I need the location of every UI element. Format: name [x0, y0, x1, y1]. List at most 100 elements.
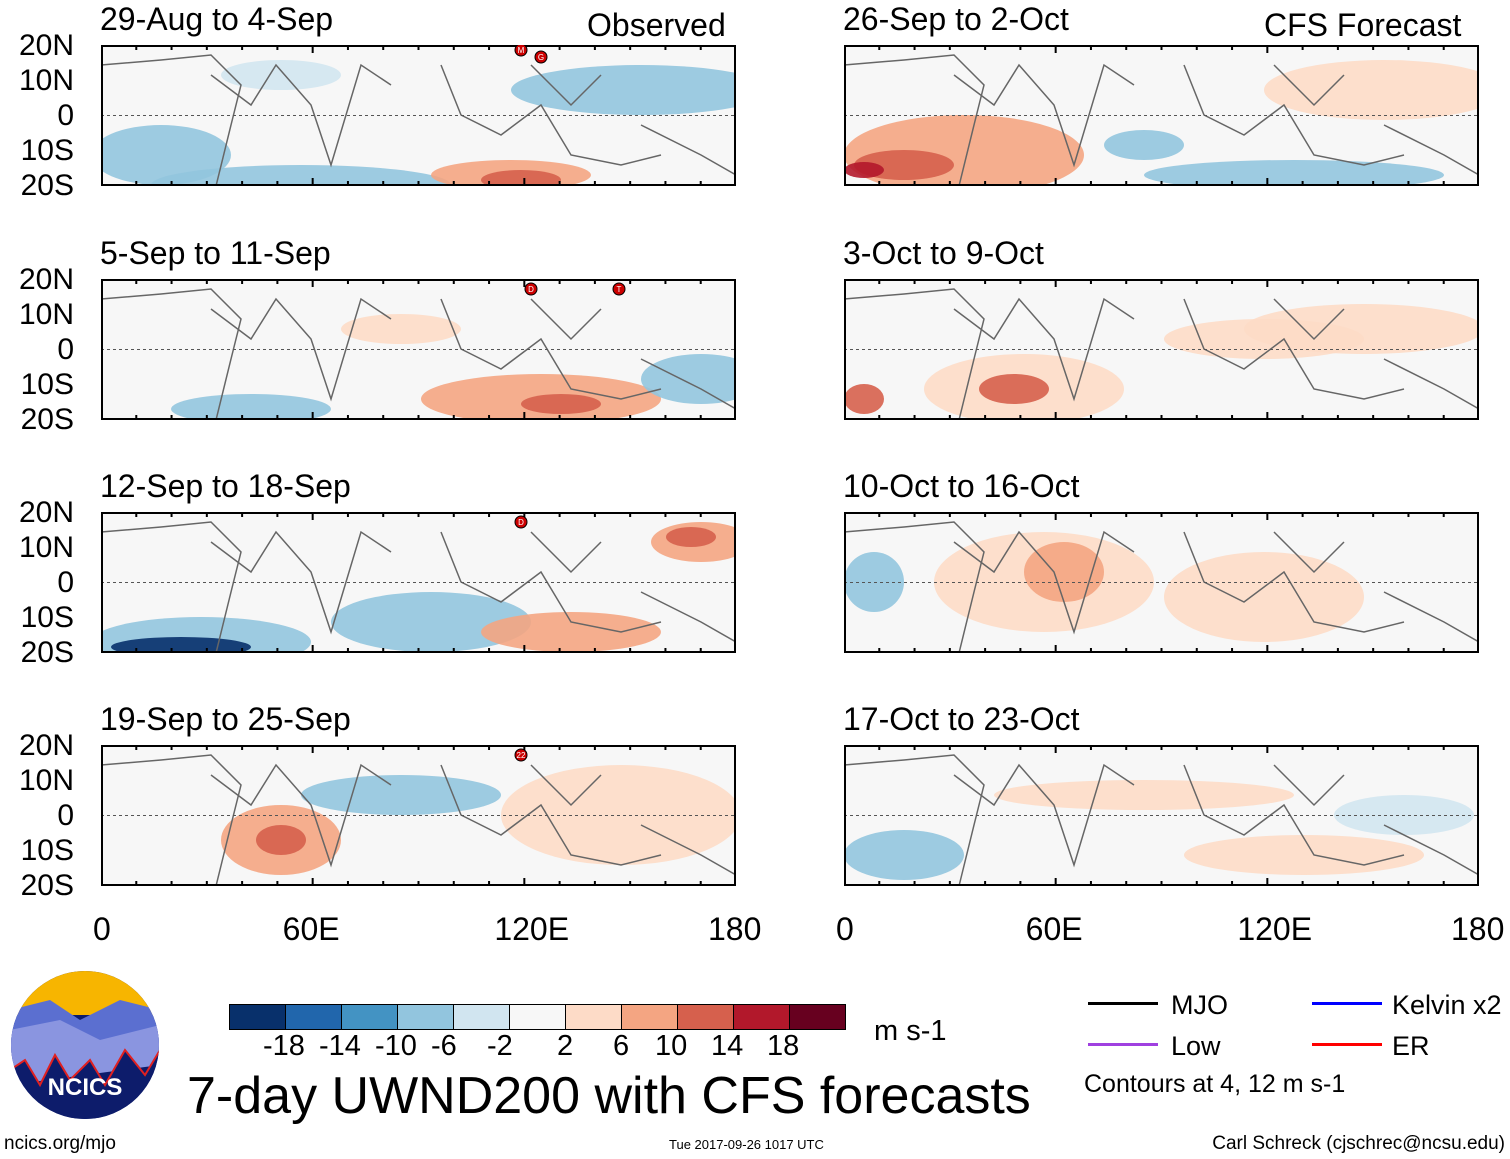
footer-url[interactable]: ncics.org/mjo [4, 1133, 116, 1154]
latitude-label: 10N [18, 64, 74, 97]
colorbar-tick: 2 [557, 1030, 574, 1062]
map-panel [844, 512, 1479, 653]
anomaly-region [521, 394, 601, 414]
latitude-label: 20S [20, 169, 74, 202]
legend-er: ER [1392, 1031, 1430, 1061]
map-panel [844, 279, 1479, 420]
tropical-cyclone-marker: 22 [514, 748, 528, 762]
colorbar-tick: 10 [655, 1030, 688, 1062]
svg-text:22: 22 [517, 751, 526, 760]
map-panel [844, 745, 1479, 886]
anomaly-region [341, 314, 461, 344]
map-panel: MG [101, 45, 736, 186]
map-panel: 22 [101, 745, 736, 886]
latitude-label: 0 [57, 99, 74, 132]
anomaly-region [111, 637, 251, 653]
colorbar-swatch [342, 1005, 398, 1029]
anomaly-region [1184, 835, 1424, 875]
anomaly-region [1144, 160, 1444, 186]
latitude-label: 20N [18, 496, 74, 529]
svg-text:M: M [518, 46, 525, 55]
anomaly-region [1024, 542, 1104, 602]
panel-title: 19-Sep to 25-Sep [100, 701, 351, 737]
colorbar-swatch [510, 1005, 566, 1029]
colorbar-swatch [622, 1005, 678, 1029]
panel-title: 17-Oct to 23-Oct [843, 701, 1080, 737]
tropical-cyclone-marker: M [514, 45, 528, 57]
colorbar-swatch [678, 1005, 734, 1029]
latitude-label: 0 [57, 799, 74, 832]
colorbar-tick: -18 [263, 1030, 305, 1062]
panel-title: 5-Sep to 11-Sep [100, 235, 331, 271]
coastline [844, 521, 1479, 653]
colorbar-swatch [734, 1005, 790, 1029]
colorbar [229, 1004, 846, 1030]
tropical-cyclone-marker: T [612, 282, 626, 296]
anomaly-region [844, 384, 884, 414]
latitude-label: 20S [20, 636, 74, 669]
anomaly-region [481, 612, 661, 652]
colorbar-units: m s-1 [874, 1015, 947, 1047]
panel-title: 12-Sep to 18-Sep [100, 468, 351, 504]
latitude-label: 10S [20, 368, 74, 401]
anomaly-region [151, 165, 451, 186]
anomaly-region [979, 374, 1049, 404]
anomaly-region [1244, 304, 1479, 354]
panel-title: 29-Aug to 4-Sep [100, 1, 334, 37]
legend-low: Low [1171, 1031, 1221, 1061]
svg-text:D: D [518, 518, 524, 527]
colorbar-tick: -2 [487, 1030, 513, 1062]
anomaly-region [1104, 130, 1184, 160]
map-panel [844, 45, 1479, 186]
ncics-logo: NCICS [11, 971, 159, 1119]
observed-label: Observed [587, 7, 726, 43]
svg-text:T: T [617, 285, 622, 294]
longitude-label: 60E [282, 911, 340, 947]
legend-mjo-line [1088, 1002, 1158, 1005]
legend-mjo: MJO [1171, 990, 1228, 1020]
coastline [101, 754, 736, 886]
latitude-label: 0 [57, 566, 74, 599]
coastline [101, 288, 736, 420]
longitude-label: 180 [708, 911, 762, 947]
longitude-label: 120E [494, 911, 570, 947]
colorbar-swatch [790, 1005, 845, 1029]
anomaly-region [101, 125, 231, 185]
legend-kelvin: Kelvin x2 [1392, 990, 1502, 1020]
footer-author: Carl Schreck (cjschrec@ncsu.edu) [1212, 1133, 1505, 1154]
latitude-label: 10N [18, 764, 74, 797]
panel-title: 3-Oct to 9-Oct [843, 235, 1044, 271]
svg-text:NCICS: NCICS [48, 1074, 123, 1101]
latitude-label: 20N [18, 729, 74, 762]
map-panel: D [101, 512, 736, 653]
anomaly-region [1164, 552, 1364, 642]
latitude-label: 10S [20, 601, 74, 634]
longitude-label: 60E [1025, 911, 1083, 947]
latitude-label: 0 [57, 333, 74, 366]
latitude-label: 10N [18, 298, 74, 331]
anomaly-region [511, 65, 736, 115]
colorbar-tick: -10 [375, 1030, 417, 1062]
anomaly-region [1264, 60, 1479, 120]
coastline [844, 754, 1479, 886]
svg-text:G: G [538, 53, 544, 62]
longitude-label: 0 [836, 911, 854, 947]
colorbar-swatch [230, 1005, 286, 1029]
latitude-label: 10S [20, 134, 74, 167]
cfs-forecast-label: CFS Forecast [1264, 7, 1462, 43]
colorbar-tick: -6 [431, 1030, 457, 1062]
anomaly-region [171, 394, 331, 420]
anomaly-region [844, 830, 964, 880]
anomaly-region [481, 170, 561, 186]
anomaly-region [256, 825, 306, 855]
coastline [844, 288, 1479, 420]
colorbar-swatch [286, 1005, 342, 1029]
legend-er-line [1312, 1043, 1382, 1046]
anomaly-region [301, 775, 501, 815]
tropical-cyclone-marker: D [524, 282, 538, 296]
tropical-cyclone-marker: D [514, 515, 528, 529]
colorbar-tick: 6 [613, 1030, 630, 1062]
coastline [101, 54, 736, 186]
